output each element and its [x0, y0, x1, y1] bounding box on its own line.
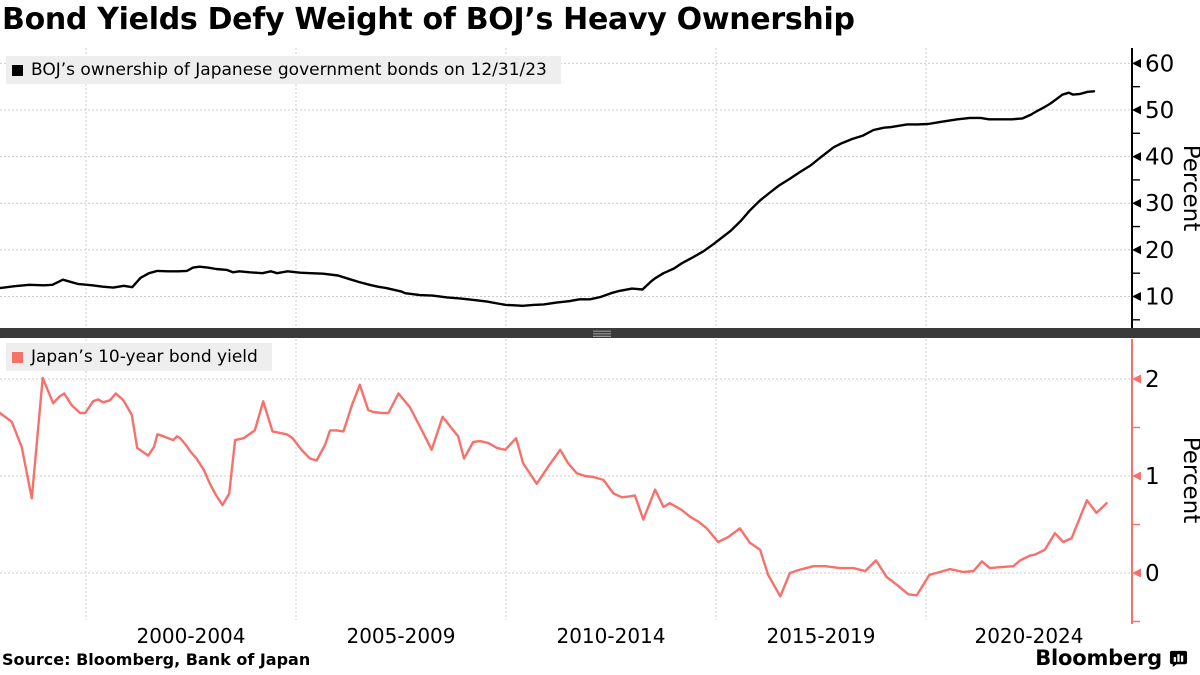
y-tick-label: 30 [1145, 191, 1174, 217]
y-axis-major-tick [1132, 245, 1141, 255]
y-tick-label: 10 [1145, 285, 1174, 311]
legend-boj-ownership: BOJ’s ownership of Japanese government b… [6, 56, 561, 85]
y-tick-label: 2 [1145, 367, 1160, 393]
y-tick-label: 1 [1145, 464, 1160, 490]
legend-label-yield: Japan’s 10-year bond yield [31, 347, 258, 367]
y-tick-label: 60 [1145, 51, 1174, 77]
y-axis-title: Percent [1178, 145, 1200, 232]
bloomberg-terminal-icon [1169, 650, 1188, 667]
bloomberg-wordmark: Bloomberg [1035, 646, 1162, 670]
y-axis-title: Percent [1178, 437, 1200, 524]
boj-ownership-line [0, 90, 1096, 307]
y-axis-major-tick [1132, 58, 1141, 68]
y-tick-label: 0 [1145, 561, 1160, 587]
bloomberg-logo: Bloomberg [1035, 646, 1188, 670]
x-axis-label: 2015-2019 [766, 624, 875, 648]
x-axis-label: 2000-2004 [136, 624, 245, 648]
y-axis-major-tick [1132, 292, 1141, 301]
legend-swatch-yield [12, 351, 23, 363]
jgb-10yr-yield-line [0, 376, 1108, 598]
legend-bond-yield: Japan’s 10-year bond yield [6, 343, 272, 372]
y-axis-major-tick [1132, 105, 1141, 115]
y-axis-major-tick [1132, 152, 1141, 162]
y-axis-major-tick [1132, 471, 1141, 481]
y-axis-major-tick [1132, 198, 1141, 208]
y-tick-label: 50 [1145, 98, 1174, 124]
source-attribution: Source: Bloomberg, Bank of Japan [2, 650, 311, 669]
x-axis-label: 2010-2014 [556, 624, 665, 648]
y-axis-major-tick [1132, 568, 1141, 578]
y-axis-major-tick [1132, 374, 1141, 384]
y-tick-label: 40 [1145, 145, 1174, 171]
legend-label-boj: BOJ’s ownership of Japanese government b… [31, 60, 547, 80]
x-axis-label: 2005-2009 [346, 624, 455, 648]
legend-swatch-boj [12, 64, 23, 76]
x-axis-label: 2020-2024 [974, 624, 1083, 648]
panel-separator[interactable] [0, 328, 1200, 338]
chart-title: Bond Yields Defy Weight of BOJ’s Heavy O… [2, 2, 855, 37]
y-tick-label: 20 [1145, 238, 1174, 264]
